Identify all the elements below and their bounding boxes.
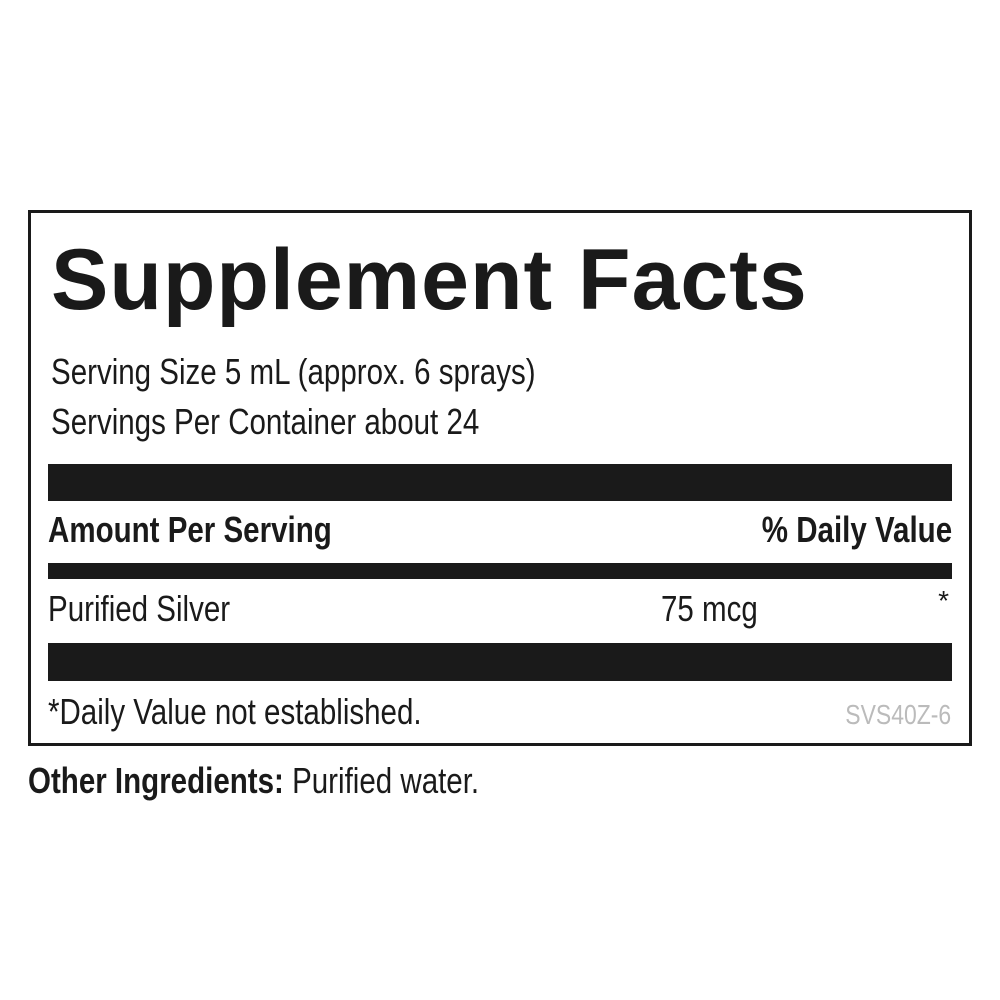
- footnote: *Daily Value not established.: [48, 691, 422, 732]
- product-code: SVS40Z-6: [845, 699, 951, 730]
- supplement-facts-panel: Supplement Facts Serving Size 5 mL (appr…: [28, 210, 972, 746]
- amount-per-serving-header: Amount Per Serving: [48, 509, 332, 550]
- ingredient-name: Purified Silver: [48, 588, 231, 629]
- daily-value-header: % Daily Value: [761, 509, 952, 550]
- serving-size: Serving Size 5 mL (approx. 6 sprays): [51, 351, 536, 392]
- thick-divider: [48, 464, 952, 501]
- medium-divider: [48, 563, 952, 579]
- panel-title: Supplement Facts: [51, 232, 808, 328]
- ingredient-amount: 75 mcg: [661, 588, 758, 629]
- thick-divider-bottom: [48, 643, 952, 681]
- ingredient-dv: *: [938, 585, 949, 616]
- other-ingredients-value: Purified water.: [292, 760, 480, 801]
- other-ingredients: Other Ingredients: Purified water.: [28, 760, 479, 802]
- servings-per-container: Servings Per Container about 24: [51, 401, 480, 442]
- other-ingredients-label: Other Ingredients:: [28, 760, 284, 801]
